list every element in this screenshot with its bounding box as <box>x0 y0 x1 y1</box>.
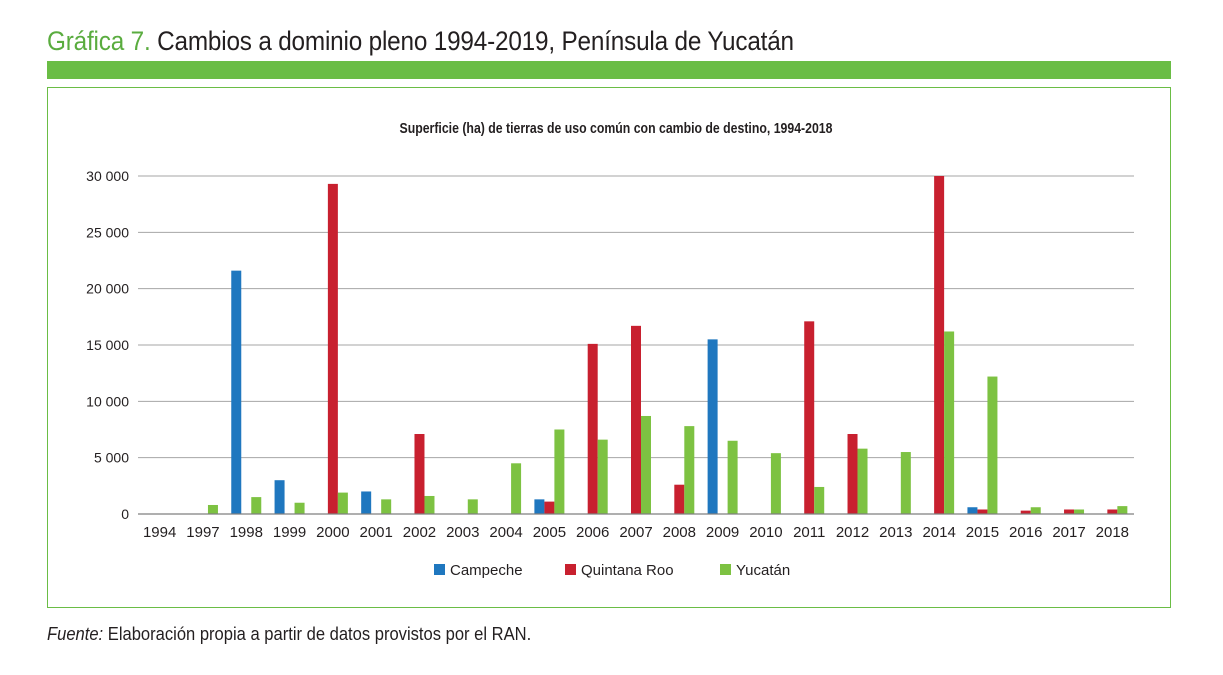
figure-label: Gráfica 7. <box>47 26 151 56</box>
bar-yucatán-2002 <box>424 495 435 514</box>
x-tick-label: 2016 <box>1009 524 1042 541</box>
y-tick-label: 30 000 <box>86 168 129 184</box>
bar-quintana-roo-2000 <box>327 183 338 514</box>
bar-campeche-2001 <box>361 491 372 514</box>
bar-campeche-1998 <box>231 270 242 514</box>
y-tick-label: 15 000 <box>86 337 129 353</box>
x-tick-label: 2007 <box>619 524 652 541</box>
y-tick-label: 20 000 <box>86 281 129 297</box>
chart-frame: Superficie (ha) de tierras de uso común … <box>47 87 1171 608</box>
bar-campeche-1999 <box>274 480 285 514</box>
x-tick-label: 2004 <box>489 524 522 541</box>
chart-title: Superficie (ha) de tierras de uso común … <box>400 120 833 136</box>
bar-campeche-2015 <box>967 507 978 514</box>
legend-label: Yucatán <box>736 562 790 579</box>
source-note: Fuente: Elaboración propia a partir de d… <box>47 624 531 645</box>
legend: Campeche Quintana Roo Yucatán <box>434 562 790 579</box>
y-tick-label: 25 000 <box>86 224 129 240</box>
bar-yucatán-2012 <box>857 448 868 514</box>
bar-yucatán-2001 <box>381 499 392 514</box>
x-tick-label: 2017 <box>1052 524 1085 541</box>
bar-yucatán-2003 <box>467 499 478 514</box>
source-text: Elaboración propia a partir de datos pro… <box>107 624 532 644</box>
bar-quintana-roo-2011 <box>804 321 815 514</box>
bar-yucatán-2006 <box>597 439 608 514</box>
bar-quintana-roo-2016 <box>1020 510 1031 514</box>
x-tick-label: 2005 <box>533 524 566 541</box>
figure-title-text: Cambios a dominio pleno 1994-2019, Penín… <box>157 26 794 56</box>
y-tick-label: 5 000 <box>94 450 129 466</box>
bar-yucatán-2018 <box>1117 506 1128 514</box>
bar-quintana-roo-2006 <box>587 343 598 514</box>
x-tick-label: 2001 <box>359 524 392 541</box>
x-tick-label: 2010 <box>749 524 782 541</box>
bar-yucatán-1997 <box>207 504 218 514</box>
x-tick-label: 2012 <box>836 524 869 541</box>
legend-label: Quintana Roo <box>581 562 674 579</box>
x-tick-label: 1998 <box>230 524 263 541</box>
bar-yucatán-2015 <box>987 376 998 514</box>
x-tick-label: 2014 <box>922 524 955 541</box>
bar-yucatán-2014 <box>944 331 955 514</box>
bar-yucatán-2004 <box>511 463 522 514</box>
title-rule <box>47 61 1171 79</box>
source-label: Fuente: <box>47 624 104 644</box>
bar-yucatán-2005 <box>554 429 565 514</box>
bar-campeche-2009 <box>707 339 718 514</box>
legend-swatch-yucatán <box>720 564 731 575</box>
figure-title: Gráfica 7. Cambios a dominio pleno 1994-… <box>47 26 794 57</box>
x-tick-label: 2006 <box>576 524 609 541</box>
bar-quintana-roo-2007 <box>631 325 641 514</box>
bar-yucatán-1999 <box>294 502 305 514</box>
legend-swatch-campeche <box>434 564 445 575</box>
bar-quintana-roo-2018 <box>1107 509 1118 514</box>
bar-quintana-roo-2005 <box>544 501 555 514</box>
x-tick-label: 2008 <box>663 524 696 541</box>
bar-quintana-roo-2008 <box>674 484 685 514</box>
bar-quintana-roo-2014 <box>934 176 945 514</box>
x-tick-label: 2009 <box>706 524 739 541</box>
x-tick-label: 2011 <box>793 524 825 541</box>
bar-yucatán-2016 <box>1030 507 1041 514</box>
x-tick-label: 2002 <box>403 524 436 541</box>
bar-chart: Superficie (ha) de tierras de uso común … <box>86 120 1134 579</box>
bar-yucatán-2010 <box>770 453 781 514</box>
bar-yucatán-1998 <box>251 497 262 514</box>
x-tick-label: 2003 <box>446 524 479 541</box>
bar-quintana-roo-2002 <box>414 434 425 514</box>
bar-yucatán-2013 <box>900 452 911 514</box>
bar-quintana-roo-2017 <box>1064 509 1075 514</box>
bar-yucatán-2011 <box>814 486 825 514</box>
bar-yucatán-2008 <box>684 426 695 514</box>
bar-campeche-2005 <box>534 499 545 514</box>
x-tick-label: 1994 <box>143 524 176 541</box>
y-tick-label: 0 <box>121 506 129 522</box>
x-tick-label: 2018 <box>1096 524 1129 541</box>
x-tick-label: 2000 <box>316 524 349 541</box>
bar-quintana-roo-2012 <box>847 434 858 514</box>
legend-swatch-quintana-roo <box>565 564 576 575</box>
x-tick-label: 1999 <box>273 524 306 541</box>
legend-label: Campeche <box>450 562 523 579</box>
bar-yucatán-2000 <box>337 492 348 514</box>
bar-yucatán-2017 <box>1074 509 1085 514</box>
x-tick-label: 2015 <box>966 524 999 541</box>
bar-yucatán-2007 <box>641 415 651 514</box>
bar-quintana-roo-2015 <box>977 509 988 514</box>
bar-yucatán-2009 <box>727 440 738 514</box>
y-tick-label: 10 000 <box>86 393 129 409</box>
x-tick-label: 2013 <box>879 524 912 541</box>
x-tick-label: 1997 <box>186 524 219 541</box>
